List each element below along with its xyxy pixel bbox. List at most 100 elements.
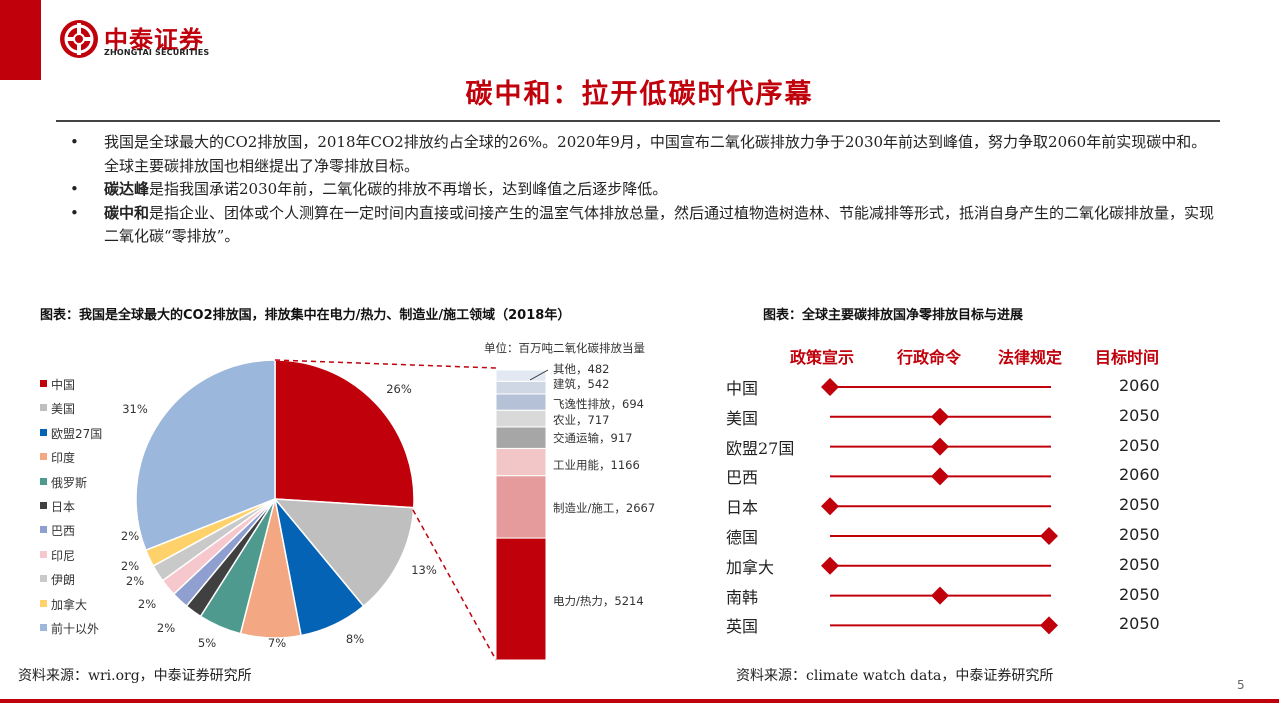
brand-name-en: ZHONGTAI SECURITIES xyxy=(104,48,210,57)
legend-item: 印度 xyxy=(40,449,102,473)
timeline-diamond-marker xyxy=(1040,616,1058,635)
legend-swatch xyxy=(40,575,47,583)
stacked-bar-label: 其他，482 xyxy=(553,362,609,376)
unit-label: 单位：百万吨二氧化碳排放当量 xyxy=(484,341,645,355)
logo-mark-icon xyxy=(60,20,98,58)
timeline-diamond-marker xyxy=(931,586,949,605)
right-figure-source: 资料来源：climate watch data，中泰证券研究所 xyxy=(736,668,1054,684)
bullet-item: 碳达峰是指我国承诺2030年前，二氧化碳的排放不再增长，达到峰值之后逐步降低。 xyxy=(70,178,1220,202)
legend-swatch xyxy=(40,428,47,436)
legend-swatch xyxy=(40,380,47,387)
stacked-bar-label: 电力/热力，5214 xyxy=(553,594,644,608)
pie-legend: 中国美国欧盟27国印度俄罗斯日本巴西印尼伊朗加拿大 前十以外 xyxy=(40,376,102,644)
timeline-country-label: 加拿大 xyxy=(726,557,775,577)
timeline-target-year: 2050 xyxy=(1119,435,1160,455)
bullet-text: 是指企业、团体或个人测算在一定时间内直接或间接产生的温室气体排放总量，然后通过植… xyxy=(104,203,1215,246)
legend-swatch xyxy=(40,501,47,509)
stacked-bar-label: 飞逸性排放，694 xyxy=(553,397,644,411)
timeline-diamond-marker xyxy=(931,437,949,456)
stacked-bar-segment xyxy=(495,409,547,428)
pie-slice xyxy=(273,498,415,608)
pie-percent-label: 8% xyxy=(346,632,364,646)
timeline-diamond-marker xyxy=(821,556,839,575)
timeline-diamond-marker xyxy=(931,407,949,426)
stacked-bar-segment xyxy=(495,447,547,477)
pie-percent-label: 26% xyxy=(386,382,412,396)
legend-item: 前十以外 xyxy=(40,620,102,644)
pie-percent-label: 2% xyxy=(138,597,156,611)
bullet-text: 是指我国承诺2030年前，二氧化碳的排放不再增长，达到峰值之后逐步降低。 xyxy=(149,180,668,198)
stacked-bar-leader-line xyxy=(529,369,549,381)
legend-label: 巴西 xyxy=(51,524,76,539)
legend-item: 美国 xyxy=(40,400,102,424)
stacked-bar-segment xyxy=(495,537,547,661)
timeline-header-policy: 政策宣示 xyxy=(790,348,855,367)
legend-swatch xyxy=(40,526,47,534)
timeline-target-year: 2050 xyxy=(1119,584,1160,604)
legend-label: 美国 xyxy=(51,402,76,417)
legend-item: 欧盟27国 xyxy=(40,425,102,449)
bottom-accent-bar xyxy=(0,699,1279,703)
timeline-diamond-marker xyxy=(821,497,839,516)
timeline-country-label: 美国 xyxy=(726,408,759,428)
stacked-bar-label: 交通运输，917 xyxy=(553,431,632,445)
pie-percent-label: 2% xyxy=(121,529,139,543)
timeline-target-year: 2050 xyxy=(1119,614,1160,634)
bullet-item: 碳中和是指企业、团体或个人测算在一定时间内直接或间接产生的温室气体排放总量，然后… xyxy=(70,202,1220,249)
pie-percent-label: 2% xyxy=(157,621,175,635)
legend-swatch xyxy=(40,453,47,461)
legend-label: 伊朗 xyxy=(51,573,76,588)
timeline-header-legal: 法律规定 xyxy=(998,348,1063,367)
left-figure-source: 资料来源：wri.org，中泰证券研究所 xyxy=(18,668,252,684)
timeline-target-year: 2060 xyxy=(1119,376,1160,395)
brand-name-cn: 中泰证券 xyxy=(104,26,204,54)
bullet-bold: 碳中和 xyxy=(104,203,150,222)
pie-percent-label: 7% xyxy=(268,636,286,650)
pie-bar-connector-top xyxy=(274,359,497,369)
legend-item: 俄罗斯 xyxy=(40,474,102,498)
legend-label: 俄罗斯 xyxy=(51,475,88,490)
legend-swatch xyxy=(40,550,47,558)
legend-swatch xyxy=(40,623,47,631)
legend-label: 中国 xyxy=(51,378,76,392)
stacked-bar-segment xyxy=(495,393,547,411)
bullet-text: 我国是全球最大的CO2排放国，2018年CO2排放约占全球的26%。2020年9… xyxy=(104,133,1207,175)
stacked-bar-segment xyxy=(495,369,547,382)
legend-label: 欧盟27国 xyxy=(51,426,103,441)
timeline-target-year: 2050 xyxy=(1119,405,1160,425)
bullet-list: 我国是全球最大的CO2排放国，2018年CO2排放约占全球的26%。2020年9… xyxy=(70,131,1220,249)
timeline-country-label: 英国 xyxy=(726,617,759,637)
stacked-bar-label: 工业用能，1166 xyxy=(553,458,640,472)
pie-percent-label: 2% xyxy=(126,574,144,588)
bullet-item: 我国是全球最大的CO2排放国，2018年CO2排放约占全球的26%。2020年9… xyxy=(70,131,1220,178)
timeline-header-target: 目标时间 xyxy=(1095,348,1160,367)
legend-item: 日本 xyxy=(40,498,102,522)
legend-swatch xyxy=(40,477,47,485)
pie-slice xyxy=(135,359,276,552)
timeline-target-year: 2050 xyxy=(1119,525,1160,544)
legend-item: 加拿大 xyxy=(40,596,102,620)
legend-item: 印尼 xyxy=(40,547,102,571)
brand-logo: 中泰证券 ZHONGTAI SECURITIES xyxy=(58,18,238,60)
timeline-country-label: 中国 xyxy=(726,379,759,398)
pie-percent-label: 2% xyxy=(121,559,139,573)
page-title: 碳中和：拉开低碳时代序幕 xyxy=(465,79,814,110)
left-figure-title: 图表：我国是全球最大的CO2排放国，排放集中在电力/热力、制造业/施工领域（20… xyxy=(40,308,571,323)
legend-swatch xyxy=(40,599,47,607)
title-divider xyxy=(56,120,1220,122)
legend-label: 印尼 xyxy=(51,548,76,563)
timeline-country-label: 德国 xyxy=(726,528,759,547)
timeline-target-year: 2050 xyxy=(1119,495,1160,515)
stacked-bar-segment xyxy=(495,426,547,449)
legend-item: 巴西 xyxy=(40,522,102,546)
corner-accent-bar xyxy=(0,0,41,80)
timeline-diamond-marker xyxy=(821,378,839,396)
pie-percent-label: 5% xyxy=(198,636,216,650)
stacked-bar-label: 建筑，542 xyxy=(553,377,609,391)
legend-swatch xyxy=(40,404,47,412)
legend-label: 日本 xyxy=(51,499,76,514)
timeline-diamond-marker xyxy=(931,467,949,486)
legend-label: 印度 xyxy=(51,451,76,466)
legend-item: 中国 xyxy=(40,376,102,400)
